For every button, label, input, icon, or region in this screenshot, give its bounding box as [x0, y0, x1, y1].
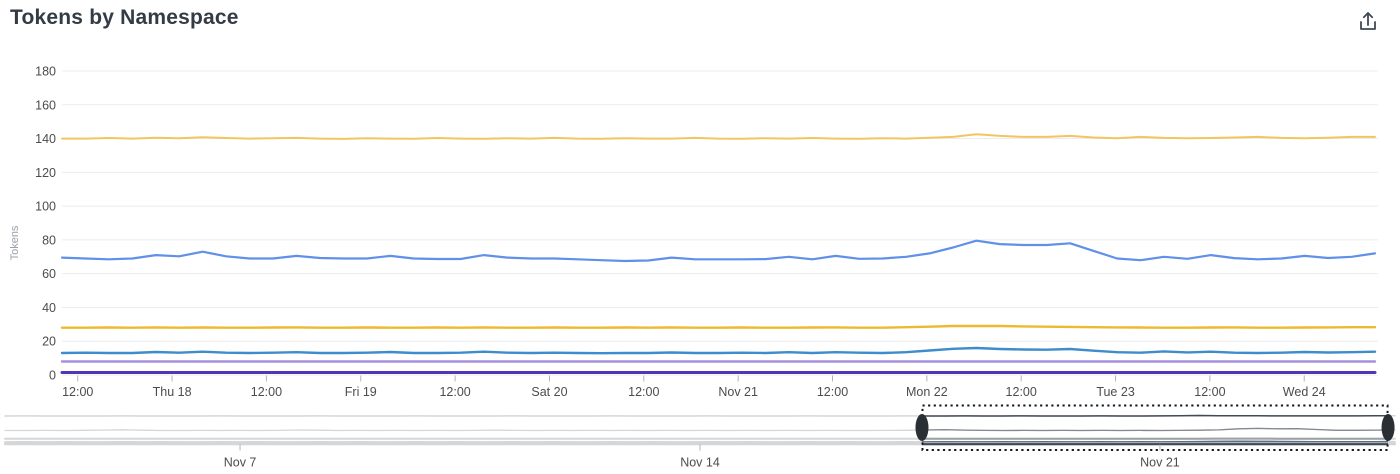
y-tick-label: 20	[42, 335, 56, 349]
x-tick-label: Tue 23	[1096, 385, 1135, 399]
x-tick-label: 12:00	[62, 385, 93, 399]
x-tick-label: 12:00	[251, 385, 282, 399]
y-tick-label: 0	[49, 369, 56, 383]
line-series-3	[60, 324, 1377, 329]
y-tick-label: 160	[35, 98, 56, 112]
line-series-4	[60, 346, 1377, 355]
x-tick-label: Mon 22	[906, 385, 948, 399]
y-tick-label: 60	[42, 267, 56, 281]
y-tick-label: 80	[42, 233, 56, 247]
y-tick-label: 40	[42, 301, 56, 315]
nav-series-1-selected	[921, 414, 1389, 417]
navigator-tick-label: Nov 21	[1140, 456, 1180, 470]
y-axis-title: Tokens	[9, 225, 21, 260]
x-tick-label: Nov 21	[718, 385, 758, 399]
export-icon	[1360, 12, 1376, 30]
x-tick-label: 12:00	[1006, 385, 1037, 399]
nav-series-2-selected	[921, 427, 1389, 432]
navigator-handle-left[interactable]	[915, 414, 929, 441]
y-tick-label: 120	[35, 166, 56, 180]
line-series-2	[60, 239, 1377, 263]
nav-series-4-selected	[921, 440, 1389, 443]
x-tick-label: 12:00	[628, 385, 659, 399]
x-tick-label: 12:00	[817, 385, 848, 399]
y-tick-label: 140	[35, 132, 56, 146]
main-chart-area[interactable]	[62, 59, 1375, 375]
export-button[interactable]	[1354, 8, 1382, 36]
x-tick-label: 12:00	[439, 385, 470, 399]
navigator-handle-right[interactable]	[1381, 414, 1395, 441]
x-tick-label: Thu 18	[153, 385, 192, 399]
navigator-selected-lines	[921, 414, 1389, 446]
x-tick-label: Fri 19	[345, 385, 377, 399]
page-title: Tokens by Namespace	[10, 6, 239, 29]
line-series-1	[61, 133, 1376, 140]
x-tick-label: 12:00	[1194, 385, 1225, 399]
navigator-tick-label: Nov 7	[224, 456, 257, 470]
y-tick-label: 180	[35, 65, 56, 79]
y-tick-label: 100	[35, 200, 56, 214]
navigator-track[interactable]	[5, 404, 1395, 452]
navigator-tick-label: Nov 14	[680, 456, 720, 470]
x-tick-label: Wed 24	[1283, 385, 1326, 399]
x-tick-label: Sat 20	[531, 385, 567, 399]
